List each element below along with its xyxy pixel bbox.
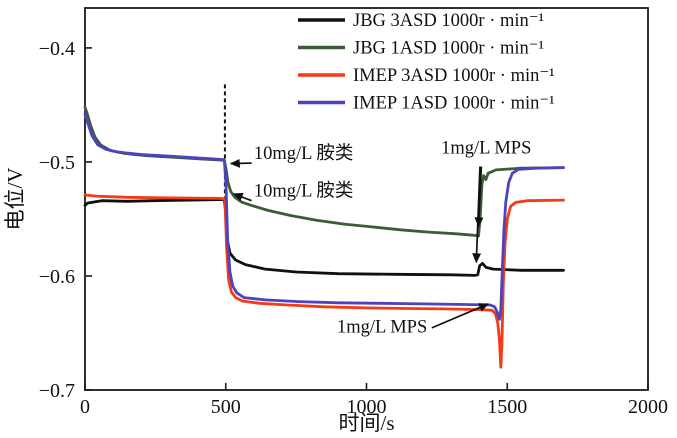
annotation-label: 10mg/L 胺类 bbox=[254, 143, 354, 164]
series-line-2 bbox=[83, 193, 565, 369]
annotation-arrow bbox=[229, 158, 252, 168]
y-tick-label: −0.5 bbox=[39, 152, 75, 174]
series-line-3 bbox=[83, 112, 565, 321]
y-tick-label: −0.4 bbox=[39, 38, 75, 60]
legend-label-2: IMEP 3ASD 1000r · min⁻¹ bbox=[353, 66, 555, 86]
x-axis-label: 时间/s bbox=[338, 411, 394, 435]
y-tick-label: −0.6 bbox=[39, 266, 75, 288]
y-tick-label: −0.7 bbox=[39, 380, 75, 402]
legend-label-3: IMEP 1ASD 1000r · min⁻¹ bbox=[353, 94, 555, 114]
x-tick-label: 500 bbox=[211, 396, 241, 418]
legend-label-0: JBG 3ASD 1000r · min⁻¹ bbox=[353, 11, 544, 31]
annotation-label: 1mg/L MPS bbox=[337, 317, 427, 337]
series-line-1 bbox=[83, 105, 565, 238]
annotation-arrow bbox=[472, 166, 482, 264]
x-tick-label: 2000 bbox=[628, 396, 668, 418]
x-tick-label: 0 bbox=[80, 396, 90, 418]
annotation-arrow bbox=[431, 303, 490, 329]
legend-label-1: JBG 1ASD 1000r · min⁻¹ bbox=[353, 39, 544, 59]
annotation-arrow bbox=[232, 192, 252, 202]
x-tick-label: 1500 bbox=[487, 396, 527, 418]
annotation-label: 10mg/L 胺类 bbox=[254, 181, 354, 202]
x-tick-label: 1000 bbox=[347, 396, 387, 418]
annotation-arrow bbox=[474, 166, 484, 228]
y-axis-label: 电位/V bbox=[3, 168, 27, 231]
annotation-label: 1mg/L MPS bbox=[441, 138, 531, 158]
series-line-0 bbox=[83, 198, 565, 277]
